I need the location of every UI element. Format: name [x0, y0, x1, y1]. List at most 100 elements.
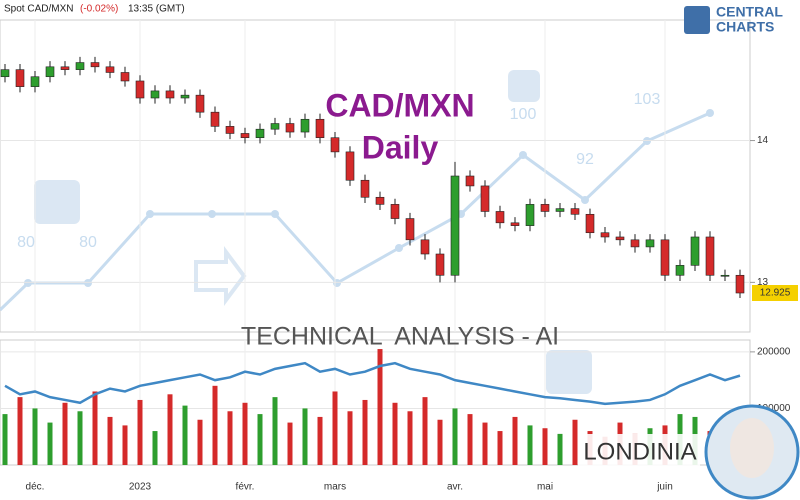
watermark-arrow — [194, 246, 247, 306]
volume-bar — [482, 422, 488, 465]
brand: LONDINIA — [583, 438, 696, 465]
header-change: (-0.02%) — [80, 4, 118, 15]
candle-body — [285, 123, 295, 133]
volume-bar — [542, 428, 548, 465]
volume-bar — [122, 425, 128, 465]
y-tick-label: 14 — [757, 135, 769, 146]
volume-bar — [527, 425, 533, 465]
candle-body — [270, 123, 280, 130]
volume-bar — [32, 408, 38, 465]
volume-bar — [332, 391, 338, 465]
watermark-icon — [546, 350, 592, 394]
volume-bar — [227, 411, 233, 465]
last-price-box — [752, 285, 798, 301]
candle-body — [45, 66, 55, 78]
candle-body — [30, 76, 40, 87]
volume-bar — [272, 397, 278, 465]
watermark-icon — [34, 180, 80, 224]
logo-text: CHARTS — [716, 19, 774, 35]
candle-body — [420, 239, 430, 255]
volume-bar — [257, 414, 263, 465]
volume-bar — [362, 399, 368, 465]
candle-body — [735, 274, 745, 294]
volume-bar — [437, 419, 443, 465]
volume-bar — [347, 411, 353, 465]
volume-bar — [287, 422, 293, 465]
candle-body — [555, 208, 565, 212]
header-symbol: Spot CAD/MXN — [4, 4, 73, 15]
candle-body — [660, 239, 670, 276]
candle-body — [0, 69, 10, 78]
volume-bar — [242, 402, 248, 465]
candle-body — [300, 118, 310, 133]
candle-body — [75, 62, 85, 70]
volume-bar — [212, 385, 218, 465]
volume-bar — [557, 433, 563, 465]
volume-bar — [497, 431, 503, 465]
candle-body — [705, 236, 715, 276]
candle-body — [405, 218, 415, 241]
candle-body — [345, 151, 355, 181]
candle-body — [105, 66, 115, 73]
brand-box — [578, 434, 700, 470]
candle-body — [210, 111, 220, 127]
volume-bar — [152, 431, 158, 465]
volume-bar — [2, 414, 8, 465]
candle-body — [90, 62, 100, 68]
candle-body — [525, 204, 535, 226]
volume-bar — [422, 397, 428, 465]
candle-body — [480, 185, 490, 212]
candle-body — [375, 196, 385, 205]
header-time: 13:35 (GMT) — [128, 4, 185, 15]
candle-body — [675, 265, 685, 276]
volume-bar — [302, 408, 308, 465]
volume-bar — [62, 402, 68, 465]
watermark-label: 92 — [576, 151, 594, 168]
overlay-title: CAD/MXN — [325, 87, 474, 123]
x-tick-label: 2023 — [129, 482, 152, 493]
volume-bar — [137, 399, 143, 465]
candle-body — [585, 213, 595, 234]
watermark-label: 103 — [634, 91, 661, 108]
candle-body — [465, 175, 475, 187]
logo-icon — [684, 6, 710, 34]
y-tick-label: 200000 — [757, 347, 791, 358]
watermark-label: 80 — [17, 234, 35, 251]
candle-body — [390, 204, 400, 219]
candle-body — [315, 118, 325, 139]
banner: TECHNICAL ANALYSIS - AI — [241, 323, 559, 351]
candle-body — [645, 239, 655, 248]
y-tick-label: 13 — [757, 277, 769, 288]
candle-body — [435, 253, 445, 276]
candle-body — [60, 66, 70, 70]
candle-body — [540, 204, 550, 212]
candle-body — [255, 128, 265, 139]
avatar-face — [730, 418, 774, 478]
watermark-label: 100 — [510, 106, 537, 123]
x-tick-label: juin — [656, 482, 673, 493]
candle-body — [720, 274, 730, 277]
logo-text: CENTRAL — [716, 4, 783, 20]
candle-body — [360, 179, 370, 198]
candle-body — [495, 211, 505, 224]
last-price-label: 12.925 — [760, 288, 791, 299]
watermark-label: 80 — [79, 234, 97, 251]
volume-bar — [47, 422, 53, 465]
candle-body — [120, 72, 130, 82]
x-tick-label: avr. — [447, 482, 463, 493]
candle-body — [570, 208, 580, 215]
x-tick-label: févr. — [236, 482, 255, 493]
candle-body — [240, 133, 250, 139]
candle-body — [150, 90, 160, 99]
volume-bar — [572, 419, 578, 465]
candle-body — [225, 126, 235, 134]
volume-bar — [392, 402, 398, 465]
watermark-icon — [508, 70, 540, 102]
candle-body — [180, 94, 190, 99]
overlay-subtitle: Daily — [362, 129, 439, 165]
candle-body — [450, 175, 460, 276]
candle-body — [195, 94, 205, 113]
candle-body — [330, 137, 340, 153]
volume-bar — [107, 416, 113, 465]
